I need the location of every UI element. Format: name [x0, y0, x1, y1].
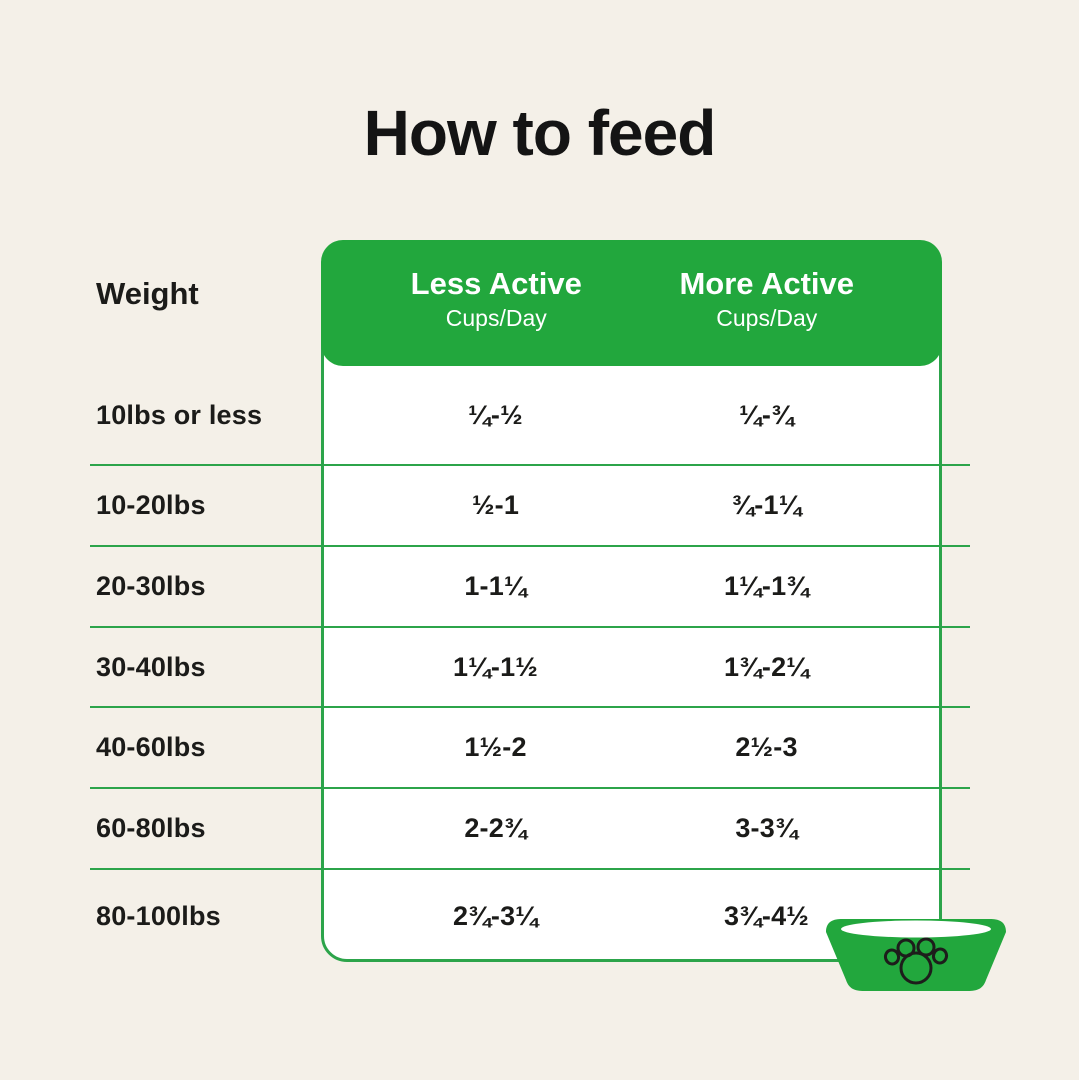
table-row: 10-20lbs ½-1 ¾-1¼	[90, 466, 970, 547]
table-row: 30-40lbs 1¼-1½ 1¾-2¼	[90, 628, 970, 708]
table-row: 40-60lbs 1½-2 2½-3	[90, 708, 970, 789]
more-active-value: 2½-3	[735, 732, 798, 762]
table-header: Less Active Cups/Day More Active Cups/Da…	[321, 240, 942, 366]
less-active-label: Less Active	[410, 266, 582, 301]
paw-print-icon	[883, 937, 949, 985]
more-active-value: ¼-¾	[739, 399, 794, 430]
table-row: 80-100lbs 2¾-3¼ 3¾-4½	[90, 870, 970, 962]
dog-bowl-icon	[826, 919, 1006, 991]
less-active-units: Cups/Day	[445, 305, 547, 331]
less-active-value: 2-2¾	[464, 813, 527, 843]
less-active-value: 1-1¼	[464, 571, 527, 601]
more-active-value: 1¼-1¾	[723, 571, 810, 601]
table-row: 20-30lbs 1-1¼ 1¼-1¾	[90, 547, 970, 628]
more-active-value: 3¾-4½	[723, 900, 810, 931]
bowl-body	[826, 919, 1006, 991]
row-weight-label: 20-30lbs	[96, 571, 206, 601]
row-weight-label: 10lbs or less	[96, 399, 263, 430]
less-active-value: 1½-2	[464, 732, 527, 762]
more-active-value: ¾-1¼	[731, 490, 802, 520]
bowl-opening	[841, 920, 991, 938]
row-weight-label: 40-60lbs	[96, 732, 206, 762]
column-header-less-active: Less Active Cups/Day	[361, 266, 632, 366]
column-header-more-active: More Active Cups/Day	[632, 266, 903, 366]
less-active-value: 2¾-3¼	[452, 900, 539, 931]
more-active-value: 1¾-2¼	[723, 651, 810, 682]
less-active-value: ¼-½	[468, 399, 523, 430]
more-active-value: 3-3¾	[735, 813, 798, 843]
less-active-value: 1¼-1½	[452, 651, 539, 682]
table-row: 10lbs or less ¼-½ ¼-¾	[90, 366, 970, 466]
table-row: 60-80lbs 2-2¾ 3-3¾	[90, 789, 970, 870]
table-rows: 10lbs or less ¼-½ ¼-¾ 10-20lbs ½-1 ¾-1¼ 20-30l…	[90, 366, 970, 962]
more-active-units: Cups/Day	[716, 305, 818, 331]
row-weight-label: 10-20lbs	[96, 490, 206, 520]
page-title: How to feed	[363, 97, 717, 169]
more-active-label: More Active	[679, 266, 855, 301]
less-active-value: ½-1	[471, 490, 520, 520]
weight-column-header: Weight	[96, 276, 199, 311]
row-weight-label: 80-100lbs	[96, 900, 221, 931]
row-weight-label: 60-80lbs	[96, 813, 206, 843]
row-weight-label: 30-40lbs	[96, 651, 206, 682]
